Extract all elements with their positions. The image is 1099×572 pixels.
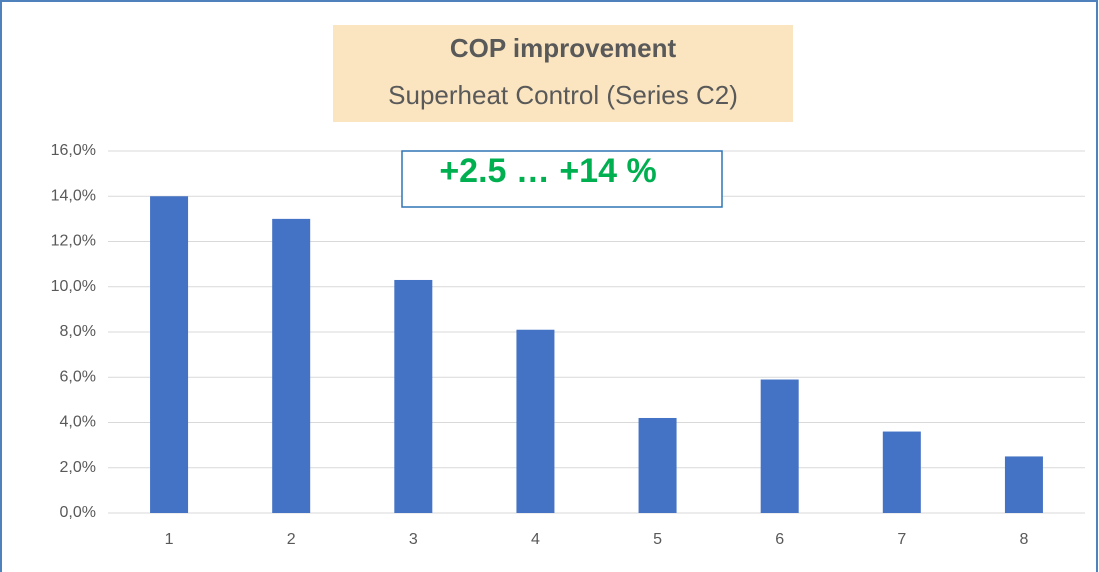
bar <box>150 196 189 513</box>
x-tick-label: 8 <box>1019 531 1028 548</box>
y-tick-label: 4,0% <box>60 414 96 431</box>
y-tick-label: 10,0% <box>51 278 96 295</box>
x-tick-label: 4 <box>531 531 540 548</box>
title-box <box>333 25 793 122</box>
y-tick-label: 2,0% <box>60 459 96 476</box>
x-tick-label: 3 <box>409 531 418 548</box>
bar <box>882 431 921 513</box>
bar <box>1004 456 1043 513</box>
x-tick-label: 1 <box>165 531 174 548</box>
bar <box>638 417 677 513</box>
bar <box>394 279 433 513</box>
y-tick-label: 6,0% <box>60 368 96 385</box>
x-tick-label: 6 <box>775 531 784 548</box>
bar <box>516 329 555 513</box>
y-tick-label: 14,0% <box>51 187 96 204</box>
y-tick-label: 12,0% <box>51 233 96 250</box>
bar <box>760 379 799 513</box>
x-tick-label: 5 <box>653 531 662 548</box>
chart-subtitle: Superheat Control (Series C2) <box>388 80 738 110</box>
y-tick-label: 16,0% <box>51 142 96 159</box>
chart-title: COP improvement <box>450 33 677 63</box>
y-tick-label: 8,0% <box>60 323 96 340</box>
annotation-box <box>401 150 723 208</box>
x-tick-label: 7 <box>897 531 906 548</box>
annotation: +2.5 … +14 % <box>439 152 656 190</box>
x-tick-label: 2 <box>287 531 296 548</box>
y-tick-label: 0,0% <box>60 504 96 521</box>
bar <box>272 218 311 513</box>
